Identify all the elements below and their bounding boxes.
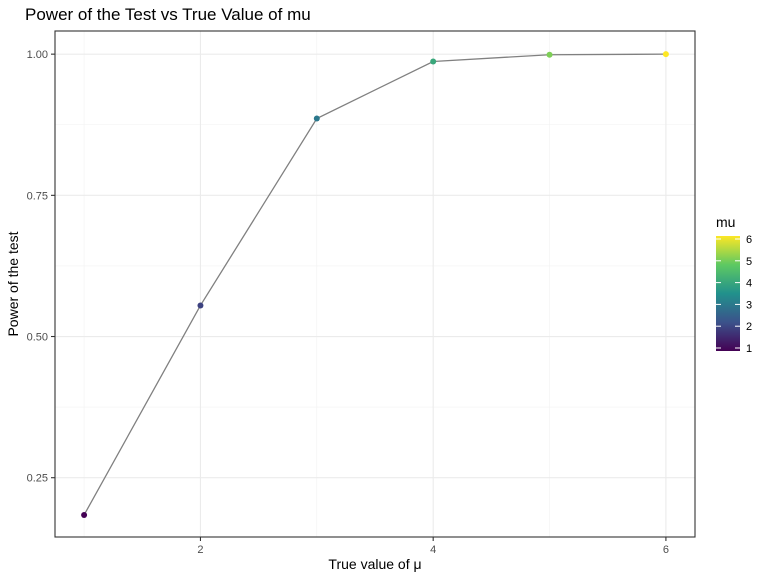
x-tick-label: 4 bbox=[430, 544, 436, 556]
x-axis: 2 4 6 bbox=[197, 537, 669, 556]
y-axis-title: Power of the test bbox=[5, 231, 21, 336]
data-point bbox=[662, 51, 669, 58]
chart-title: Power of the Test vs True Value of mu bbox=[25, 5, 311, 24]
data-point bbox=[313, 115, 320, 122]
legend-tick-label: 5 bbox=[746, 256, 752, 268]
data-point bbox=[197, 302, 204, 309]
legend-title: mu bbox=[716, 214, 735, 230]
legend-tick-label: 6 bbox=[746, 234, 752, 246]
data-point bbox=[546, 51, 553, 58]
x-tick-label: 2 bbox=[197, 544, 203, 556]
y-tick-label: 0.25 bbox=[27, 473, 48, 485]
legend-colorbar bbox=[716, 236, 740, 351]
x-tick-label: 6 bbox=[663, 544, 669, 556]
data-point bbox=[430, 58, 437, 65]
panel-border bbox=[54, 30, 696, 538]
legend-tick-label: 2 bbox=[746, 321, 752, 333]
legend-ticks: 1 2 3 4 5 6 bbox=[716, 234, 752, 355]
data-points bbox=[81, 51, 669, 518]
y-tick-label: 0.75 bbox=[27, 190, 48, 202]
power-series-line bbox=[83, 53, 666, 516]
legend-tick-label: 4 bbox=[746, 278, 752, 290]
x-axis-title: True value of μ bbox=[328, 556, 421, 572]
color-legend: mu 1 2 3 4 5 6 bbox=[716, 214, 752, 355]
y-tick-label: 0.50 bbox=[27, 332, 48, 344]
data-point bbox=[81, 511, 88, 518]
y-tick-label: 1.00 bbox=[27, 49, 48, 61]
y-axis: 0.25 0.50 0.75 1.00 bbox=[27, 49, 55, 485]
plot-panel bbox=[55, 31, 695, 537]
legend-tick-label: 1 bbox=[746, 343, 752, 355]
legend-tick-label: 3 bbox=[746, 299, 752, 311]
